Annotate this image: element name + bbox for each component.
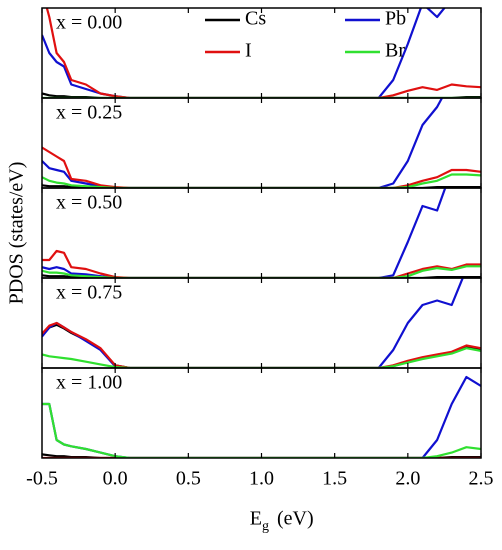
x-tick-label: 2.0 xyxy=(395,468,420,490)
pdos-curve xyxy=(42,321,481,368)
pdos-curve xyxy=(42,347,481,368)
x-tick-label: 0.5 xyxy=(176,468,201,490)
x-tick-label: 1.0 xyxy=(249,468,274,490)
panel-annotation: x = 0.75 xyxy=(56,282,122,304)
x-axis-label-unit: (eV) xyxy=(277,508,314,530)
pdos-curve xyxy=(42,453,481,458)
panel-annotation: x = 1.00 xyxy=(56,372,122,394)
legend-label: I xyxy=(245,40,252,62)
x-tick-label: 0.0 xyxy=(103,468,128,490)
x-tick-label: 2.5 xyxy=(469,468,494,490)
pdos-curve xyxy=(45,8,481,98)
x-axis-label: E xyxy=(250,508,262,530)
y-axis-label: PDOS (states/eV) xyxy=(6,162,28,305)
panel xyxy=(42,375,481,458)
pdos-curve xyxy=(42,265,481,278)
panel-annotation: x = 0.50 xyxy=(56,192,122,214)
pdos-curve xyxy=(42,249,481,278)
panel-annotation: x = 0.00 xyxy=(56,12,122,34)
x-tick-label: -0.5 xyxy=(26,468,58,490)
panel xyxy=(42,8,481,98)
legend-label: Pb xyxy=(385,8,406,30)
x-axis-label-sub: g xyxy=(262,519,269,534)
legend-label: Br xyxy=(385,40,405,62)
pdos-curve xyxy=(42,173,481,188)
pdos-curve xyxy=(42,402,481,458)
pdos-curve xyxy=(42,188,447,278)
x-tick-label: 1.5 xyxy=(322,468,347,490)
legend-label: Cs xyxy=(245,8,266,30)
panel-annotation: x = 0.25 xyxy=(56,102,122,124)
panel xyxy=(42,278,481,368)
pdos-curve xyxy=(42,98,444,188)
pdos-curve xyxy=(42,146,481,188)
pdos-curve xyxy=(42,8,446,98)
pdos-curve xyxy=(42,92,481,98)
